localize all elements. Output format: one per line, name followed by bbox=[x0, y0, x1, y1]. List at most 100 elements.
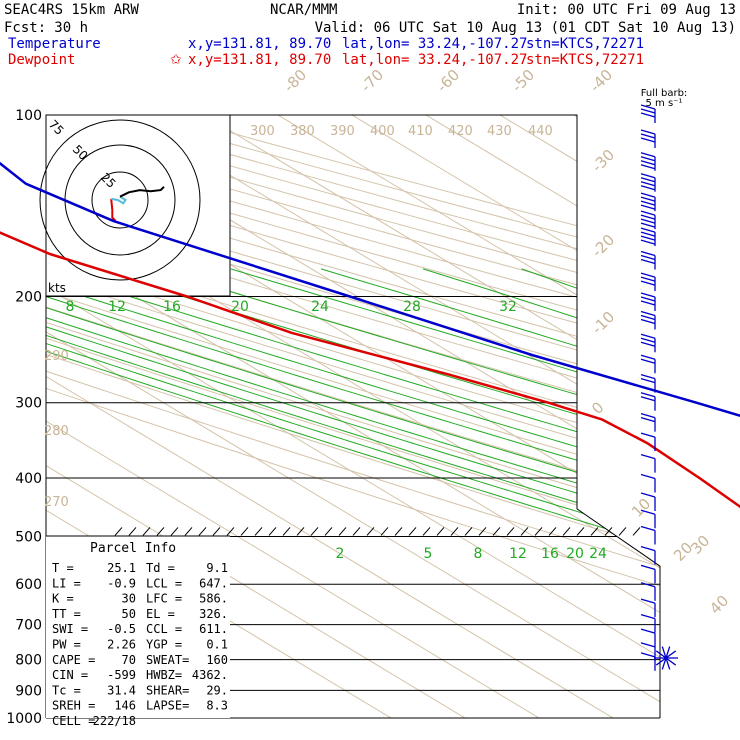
dry-adiabat-label: 390 bbox=[330, 124, 355, 139]
hatch-mark bbox=[436, 527, 445, 536]
wind-barb-flag bbox=[640, 133, 656, 139]
hatch-mark bbox=[604, 527, 613, 536]
wind-barb-flag bbox=[640, 210, 656, 216]
wind-barb-surface bbox=[661, 646, 667, 659]
wind-barb-flag bbox=[640, 546, 656, 552]
wind-barb-flag bbox=[640, 164, 656, 170]
parcel-info-key: SWI = bbox=[52, 622, 88, 636]
pressure-tick-label: 400 bbox=[15, 471, 42, 487]
wind-barb-surface bbox=[655, 657, 667, 666]
parcel-info-key: SHEAR= bbox=[146, 683, 189, 697]
parcel-info-value: 25.1 bbox=[107, 561, 136, 575]
wind-barb-flag bbox=[640, 231, 656, 237]
legend-xy: x,y=131.81, 89.70 bbox=[188, 36, 331, 52]
mixing-ratio-label: 28 bbox=[403, 299, 421, 315]
hatch-mark bbox=[226, 527, 235, 536]
pressure-tick-label: 800 bbox=[15, 653, 42, 669]
legend-station: stn=KTCS,72271 bbox=[526, 36, 644, 52]
parcel-info-value: 611. bbox=[199, 622, 228, 636]
hodograph-trace bbox=[119, 186, 165, 198]
wind-barb-flag bbox=[640, 354, 656, 360]
dry-adiabat-label: 380 bbox=[290, 124, 315, 139]
pressure-tick-label: 100 bbox=[15, 108, 42, 124]
parcel-info-key: Td = bbox=[146, 561, 175, 575]
wind-barb-flag bbox=[640, 204, 656, 210]
isotherm bbox=[46, 115, 413, 718]
pressure-tick-label: 300 bbox=[15, 396, 42, 412]
dry-adiabat bbox=[46, 115, 660, 718]
parcel-info-value: 146 bbox=[114, 699, 136, 713]
hatch-mark bbox=[394, 527, 403, 536]
wind-barb-flag bbox=[640, 628, 656, 634]
barb-key-unit: 5 m s⁻¹ bbox=[646, 98, 683, 109]
moist-adiabat bbox=[46, 268, 660, 718]
wind-barb-flag bbox=[640, 378, 656, 384]
parcel-info-key: Tc = bbox=[52, 683, 81, 697]
parcel-info-key: SREH = bbox=[52, 699, 95, 713]
dry-adiabat bbox=[46, 115, 660, 718]
mixing-ratio-label: 12 bbox=[108, 299, 126, 315]
valid-time: Valid: 06 UTC Sat 10 Aug 13 (01 CDT Sat … bbox=[315, 20, 736, 36]
wind-barb-flag bbox=[640, 341, 656, 347]
legend-name: Temperature bbox=[8, 36, 101, 52]
moist-adiabat bbox=[46, 268, 660, 718]
parcel-info-key: T = bbox=[52, 561, 74, 575]
wind-barb-flag bbox=[640, 564, 656, 570]
wind-barb-flag bbox=[640, 239, 656, 245]
dry-adiabat-label: 290 bbox=[44, 349, 69, 364]
mixing-ratio-label: 12 bbox=[509, 546, 527, 562]
hatch-mark bbox=[408, 527, 417, 536]
hatch-mark bbox=[506, 527, 515, 536]
mixing-ratio-label: 8 bbox=[474, 546, 483, 562]
parcel-info-value: 2.26 bbox=[107, 638, 136, 652]
parcel-info-value: 31.4 bbox=[107, 683, 136, 697]
parcel-info-key: LI = bbox=[52, 576, 81, 590]
legend-latlon: lat,lon= 33.24,-107.27 bbox=[342, 52, 527, 68]
hatch-mark bbox=[240, 527, 249, 536]
moist-adiabat bbox=[422, 268, 660, 718]
wind-barb-flag bbox=[640, 300, 656, 306]
isotherm-label: -30 bbox=[588, 146, 618, 176]
wind-barb-flag bbox=[640, 196, 656, 202]
mixing-ratio-label: 20 bbox=[231, 299, 249, 315]
parcel-info-key: K = bbox=[52, 592, 74, 606]
dry-adiabat bbox=[46, 115, 660, 718]
hatch-mark bbox=[520, 527, 529, 536]
init-time: Init: 00 UTC Fri 09 Aug 13 bbox=[517, 2, 736, 18]
hatch-mark bbox=[422, 527, 431, 536]
dry-adiabat bbox=[46, 115, 660, 718]
isotherm bbox=[157, 115, 660, 718]
hatch-mark bbox=[492, 527, 501, 536]
hatch-mark bbox=[184, 527, 193, 536]
isotherm-label: -50 bbox=[508, 66, 538, 96]
wind-barb-flag bbox=[640, 185, 656, 191]
legend-name: Dewpoint bbox=[8, 52, 75, 68]
wind-barb-flag bbox=[640, 222, 656, 228]
dry-adiabat bbox=[46, 115, 660, 718]
wind-barb-flag bbox=[640, 292, 656, 298]
hodograph-trace bbox=[111, 195, 127, 205]
wind-barb-flag bbox=[640, 272, 656, 278]
moist-adiabat bbox=[46, 268, 660, 718]
hatch-mark bbox=[352, 527, 361, 536]
hodograph-units: kts bbox=[48, 281, 66, 295]
parcel-info-key: EL = bbox=[146, 607, 175, 621]
mixing-ratio-label: 24 bbox=[589, 546, 607, 562]
wind-barb-flag bbox=[640, 492, 656, 498]
wind-barb-flag bbox=[640, 318, 656, 325]
wind-barb-flag bbox=[640, 276, 656, 282]
parcel-info-value: -0.5 bbox=[107, 622, 136, 636]
parcel-info-value: -599 bbox=[107, 668, 136, 682]
isotherm bbox=[46, 115, 660, 718]
wind-barb-flag bbox=[640, 392, 656, 398]
moist-adiabat bbox=[46, 268, 660, 718]
parcel-info-key: CELL = bbox=[52, 714, 95, 728]
parcel-info-value: 326. bbox=[199, 607, 228, 621]
hatch-mark bbox=[478, 527, 487, 536]
hatch-mark bbox=[380, 527, 389, 536]
hatch-mark bbox=[590, 527, 599, 536]
forecast-hour: 30 h bbox=[54, 20, 88, 36]
parcel-info-value: -0.9 bbox=[107, 576, 136, 590]
dewpoint-line bbox=[0, 231, 740, 509]
